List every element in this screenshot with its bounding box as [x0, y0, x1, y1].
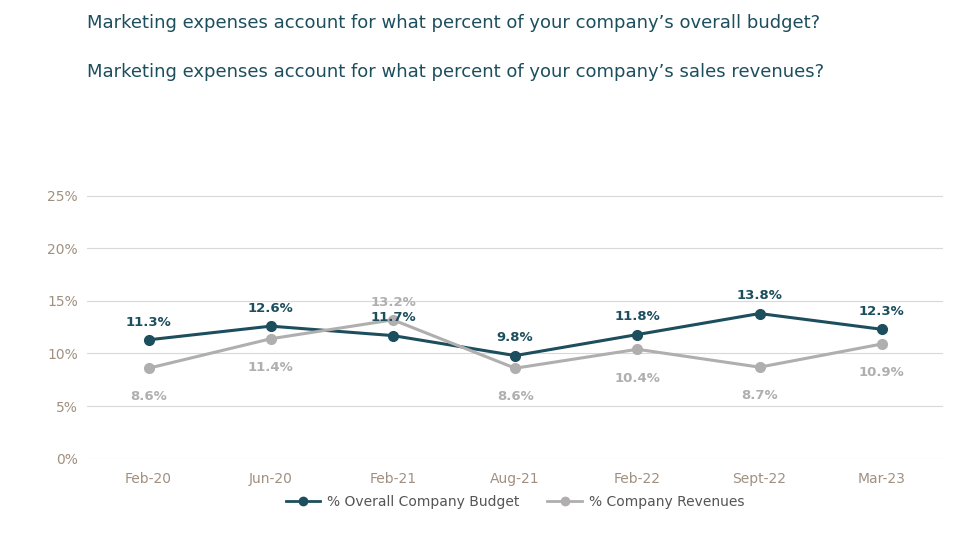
Text: 11.7%: 11.7% — [370, 312, 416, 324]
Text: 12.6%: 12.6% — [248, 302, 294, 315]
Text: 8.6%: 8.6% — [130, 390, 167, 403]
Text: 8.7%: 8.7% — [742, 389, 778, 402]
Text: 9.8%: 9.8% — [497, 331, 534, 345]
Text: 8.6%: 8.6% — [497, 390, 534, 403]
Text: Marketing expenses account for what percent of your company’s overall budget?: Marketing expenses account for what perc… — [87, 14, 820, 32]
Text: 11.8%: 11.8% — [614, 311, 660, 323]
Text: 13.8%: 13.8% — [737, 289, 782, 302]
Text: 10.4%: 10.4% — [614, 371, 660, 384]
Text: 12.3%: 12.3% — [859, 305, 905, 318]
Text: Marketing expenses account for what percent of your company’s sales revenues?: Marketing expenses account for what perc… — [87, 63, 824, 81]
Legend: % Overall Company Budget, % Company Revenues: % Overall Company Budget, % Company Reve… — [280, 489, 750, 514]
Text: 13.2%: 13.2% — [370, 296, 416, 308]
Text: 11.3%: 11.3% — [125, 316, 171, 329]
Text: 11.4%: 11.4% — [248, 361, 294, 374]
Text: 10.9%: 10.9% — [859, 366, 905, 379]
